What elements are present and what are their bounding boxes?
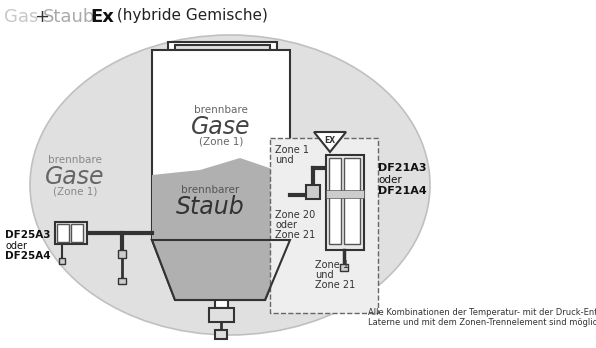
Text: DF21A3: DF21A3	[378, 163, 427, 173]
Text: Zone 21: Zone 21	[275, 230, 315, 240]
Bar	[215, 330, 227, 339]
Text: Laterne und mit dem Zonen-Trennelement sind möglich.: Laterne und mit dem Zonen-Trennelement s…	[368, 318, 596, 327]
Text: brennbarer: brennbarer	[181, 185, 239, 195]
Bar	[329, 158, 341, 244]
Text: +: +	[34, 8, 49, 26]
Bar	[344, 158, 360, 244]
Bar	[326, 190, 364, 198]
Text: Zone 20: Zone 20	[275, 210, 315, 220]
Text: (hybride Gemische): (hybride Gemische)	[112, 8, 268, 23]
Text: und: und	[275, 155, 294, 165]
Text: DF25A4: DF25A4	[5, 251, 51, 261]
Bar	[57, 224, 69, 242]
Text: Staub: Staub	[176, 195, 244, 219]
Bar	[118, 250, 126, 258]
Bar	[71, 224, 83, 242]
Text: brennbare: brennbare	[194, 105, 248, 115]
Bar	[340, 264, 348, 271]
Polygon shape	[152, 50, 290, 240]
Bar	[59, 258, 65, 264]
Text: oder: oder	[378, 175, 402, 185]
Bar	[118, 278, 126, 284]
Text: oder: oder	[5, 241, 27, 251]
Polygon shape	[152, 240, 290, 308]
Polygon shape	[314, 132, 346, 152]
Polygon shape	[152, 158, 290, 300]
Text: Alle Kombinationen der Temperatur- mit der Druck-Entkoppelungs-: Alle Kombinationen der Temperatur- mit d…	[368, 308, 596, 317]
Text: Zone 1: Zone 1	[315, 260, 349, 270]
Bar	[306, 185, 320, 199]
Text: Gase: Gase	[45, 165, 105, 189]
Text: DF25A3: DF25A3	[5, 230, 51, 240]
Text: Zone 1: Zone 1	[275, 145, 309, 155]
Text: EX: EX	[324, 136, 336, 145]
Bar	[326, 155, 364, 250]
Text: Staub: Staub	[43, 8, 95, 26]
Bar	[55, 222, 87, 244]
Polygon shape	[168, 42, 277, 50]
Text: Gase: Gase	[191, 115, 251, 139]
Text: (Zone 1): (Zone 1)	[53, 187, 97, 197]
Text: brennbare: brennbare	[48, 155, 102, 165]
Text: (Zone 1): (Zone 1)	[199, 137, 243, 147]
Text: Ex: Ex	[90, 8, 114, 26]
Text: DF21A4: DF21A4	[378, 186, 427, 196]
Text: und: und	[315, 270, 334, 280]
FancyBboxPatch shape	[270, 138, 378, 313]
Text: oder: oder	[275, 220, 297, 230]
Text: Gas: Gas	[4, 8, 38, 26]
Polygon shape	[209, 308, 234, 322]
Text: Zone 21: Zone 21	[315, 280, 355, 290]
Ellipse shape	[30, 35, 430, 335]
